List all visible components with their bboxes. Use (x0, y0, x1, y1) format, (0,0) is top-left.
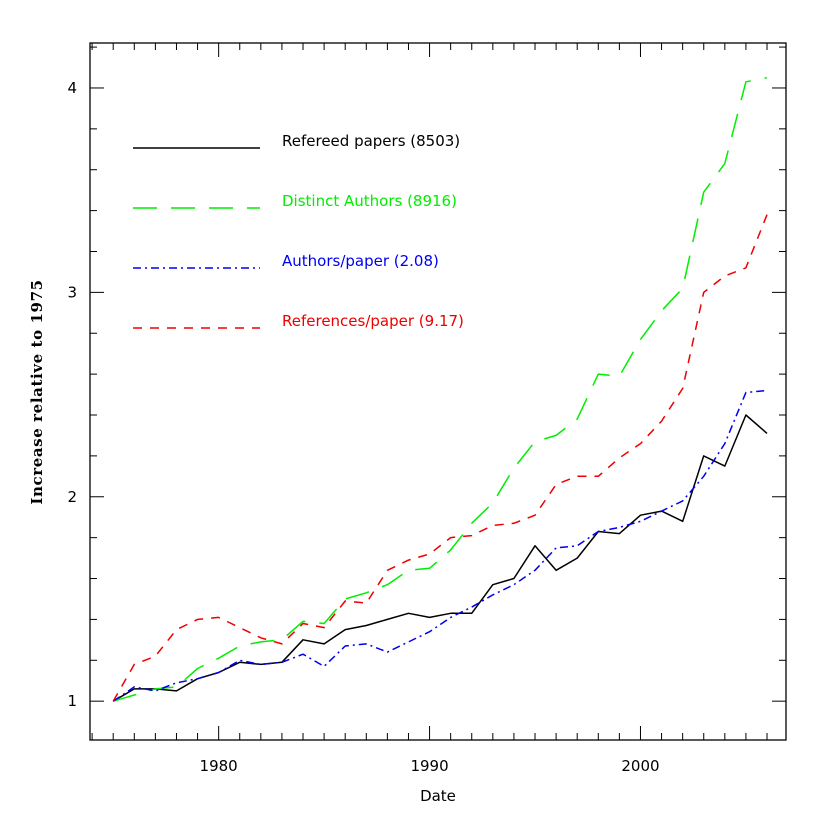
x-axis-label: Date (420, 787, 456, 805)
y-tick-label: 3 (67, 283, 77, 301)
legend-label-distinct-authors: Distinct Authors (8916) (282, 192, 457, 210)
x-tick-label: 1980 (200, 757, 238, 775)
tick-labels: 1980 1990 2000 1 2 3 4 (67, 79, 659, 775)
y-tick-label: 2 (67, 488, 77, 506)
plot-frame (89, 42, 787, 741)
legend-label-authors-paper: Authors/paper (2.08) (282, 252, 439, 270)
y-tick-label: 1 (67, 692, 77, 710)
x-tick-label: 1990 (410, 757, 448, 775)
legend: Refereed papers (8503) Distinct Authors (… (133, 132, 464, 330)
series-line-references-paper (112, 214, 768, 702)
series-lines (112, 76, 768, 702)
legend-label-references-paper: References/paper (9.17) (282, 312, 464, 330)
series-line-refereed-papers (112, 414, 768, 702)
x-tick-label: 2000 (621, 757, 659, 775)
y-tick-label: 4 (67, 79, 77, 97)
axis-ticks (90, 43, 786, 740)
series-line-distinct-authors (112, 76, 768, 702)
legend-label-refereed-papers: Refereed papers (8503) (282, 132, 460, 150)
y-axis-label: Increase relative to 1975 (28, 279, 46, 504)
